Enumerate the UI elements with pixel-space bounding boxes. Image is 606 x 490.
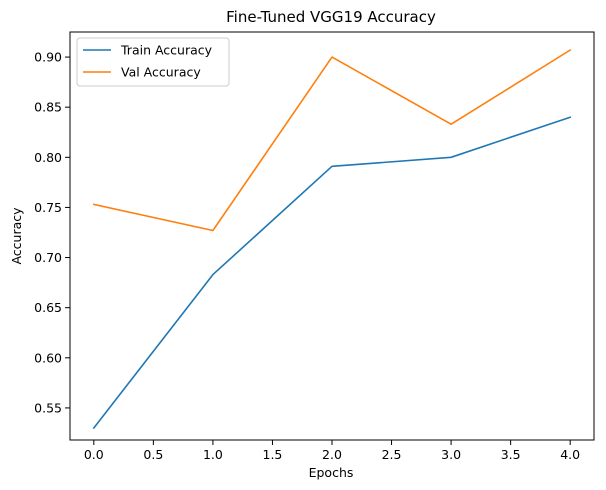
- y-axis-label: Accuracy: [9, 207, 24, 265]
- x-tick-label: 2.5: [382, 447, 402, 462]
- x-tick-label: 3.5: [501, 447, 521, 462]
- legend-label-train-accuracy: Train Accuracy: [120, 43, 213, 58]
- x-tick-label: 0.0: [84, 447, 104, 462]
- plot-frame: [69, 31, 595, 441]
- x-tick-label: 2.0: [322, 447, 342, 462]
- x-tick-label: 0.5: [143, 447, 163, 462]
- y-tick-label: 0.70: [34, 250, 62, 265]
- y-tick-label: 0.85: [34, 100, 62, 115]
- y-tick-label: 0.75: [34, 200, 62, 215]
- y-tick-label: 0.60: [34, 350, 62, 365]
- x-tick-label: 1.0: [203, 447, 223, 462]
- x-tick-label: 4.0: [560, 447, 580, 462]
- y-tick-label: 0.90: [34, 50, 62, 65]
- series-line-val-accuracy: [92, 48, 572, 232]
- y-tick-label: 0.65: [34, 300, 62, 315]
- x-tick-label: 3.0: [441, 447, 461, 462]
- x-axis-label: Epochs: [309, 465, 354, 480]
- series-line-train-accuracy: [92, 116, 572, 430]
- series-lines: [92, 48, 572, 430]
- legend: Train Accuracy Val Accuracy: [76, 37, 230, 87]
- y-tick-label: 0.55: [34, 400, 62, 415]
- x-axis-ticks: 0.0 0.5 1.0 1.5 2.0 2.5 3.0 3.5 4.0: [84, 440, 580, 462]
- legend-label-val-accuracy: Val Accuracy: [121, 65, 201, 80]
- chart-title: Fine-Tuned VGG19 Accuracy: [226, 8, 436, 26]
- y-axis-ticks: 0.55 0.60 0.65 0.70 0.75 0.80 0.85 0.90: [34, 50, 70, 415]
- legend-box: [76, 37, 230, 87]
- x-tick-label: 1.5: [263, 447, 283, 462]
- y-tick-label: 0.80: [34, 150, 62, 165]
